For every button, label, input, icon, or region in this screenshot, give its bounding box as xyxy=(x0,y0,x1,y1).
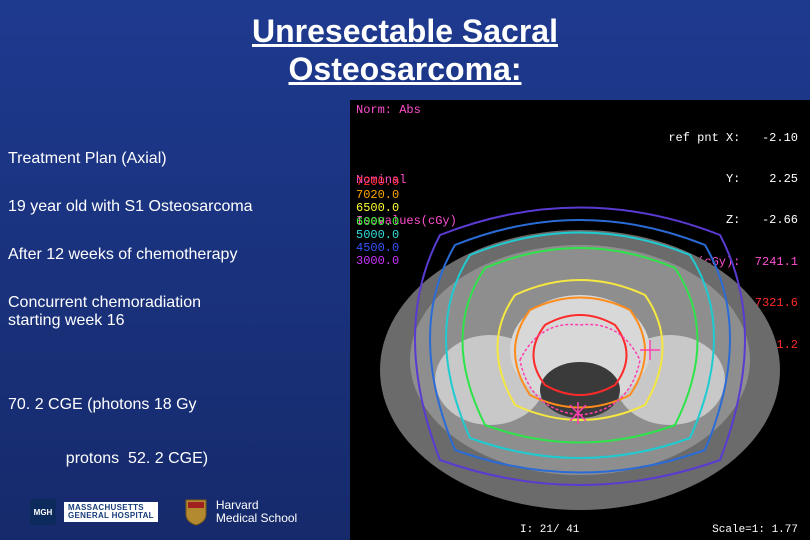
hms-line-2: Medical School xyxy=(216,512,297,525)
footer: MGH MASSACHUSETTS GENERAL HOSPITAL Harva… xyxy=(30,498,297,526)
mgh-line-2: GENERAL HOSPITAL xyxy=(68,512,154,520)
title-line-2: Osteosarcoma: xyxy=(289,51,522,87)
patient-label: 19 year old with S1 Osteosarcoma xyxy=(8,198,348,216)
concurrent-line-2: starting week 16 xyxy=(8,312,348,330)
title-line-1: Unresectable Sacral xyxy=(252,13,558,49)
concurrent-block: Concurrent chemoradiation starting week … xyxy=(8,294,348,330)
ref-pnt-label: ref pnt X: xyxy=(668,131,740,145)
mgh-text: MASSACHUSETTS GENERAL HOSPITAL xyxy=(64,502,158,523)
ct-slice-index: I: 21/ 41 xyxy=(520,524,579,536)
concurrent-line-1: Concurrent chemoradiation xyxy=(8,294,348,312)
ref-pnt-x: -2.10 xyxy=(762,131,798,145)
mgh-logo-icon: MGH xyxy=(30,499,56,525)
slide-title: Unresectable Sacral Osteosarcoma: xyxy=(0,0,810,89)
hms-shield-icon xyxy=(184,498,208,526)
ref-pnt-row: ref pnt X: -2.10 xyxy=(640,132,798,146)
dose-line-2: protons 52. 2 CGE) xyxy=(8,450,348,468)
ct-dark-region xyxy=(540,362,620,418)
ct-norm-label: Norm: Abs xyxy=(356,104,421,118)
ct-slice-svg xyxy=(370,160,790,520)
ct-scale: Scale=1: 1.77 xyxy=(712,524,798,536)
plan-label: Treatment Plan (Axial) xyxy=(8,150,348,168)
left-column: Treatment Plan (Axial) 19 year old with … xyxy=(8,150,348,534)
ct-image xyxy=(370,160,790,520)
hms-text: Harvard Medical School xyxy=(216,499,297,525)
ct-panel: Norm: Abs ref pnt X: -2.10 Y: 2.25 Z: -2… xyxy=(350,100,810,540)
dose-line-1: 70. 2 CGE (photons 18 Gy xyxy=(8,396,348,414)
chemo-label: After 12 weeks of chemotherapy xyxy=(8,246,348,264)
dose-block: 70. 2 CGE (photons 18 Gy protons 52. 2 C… xyxy=(8,360,348,504)
